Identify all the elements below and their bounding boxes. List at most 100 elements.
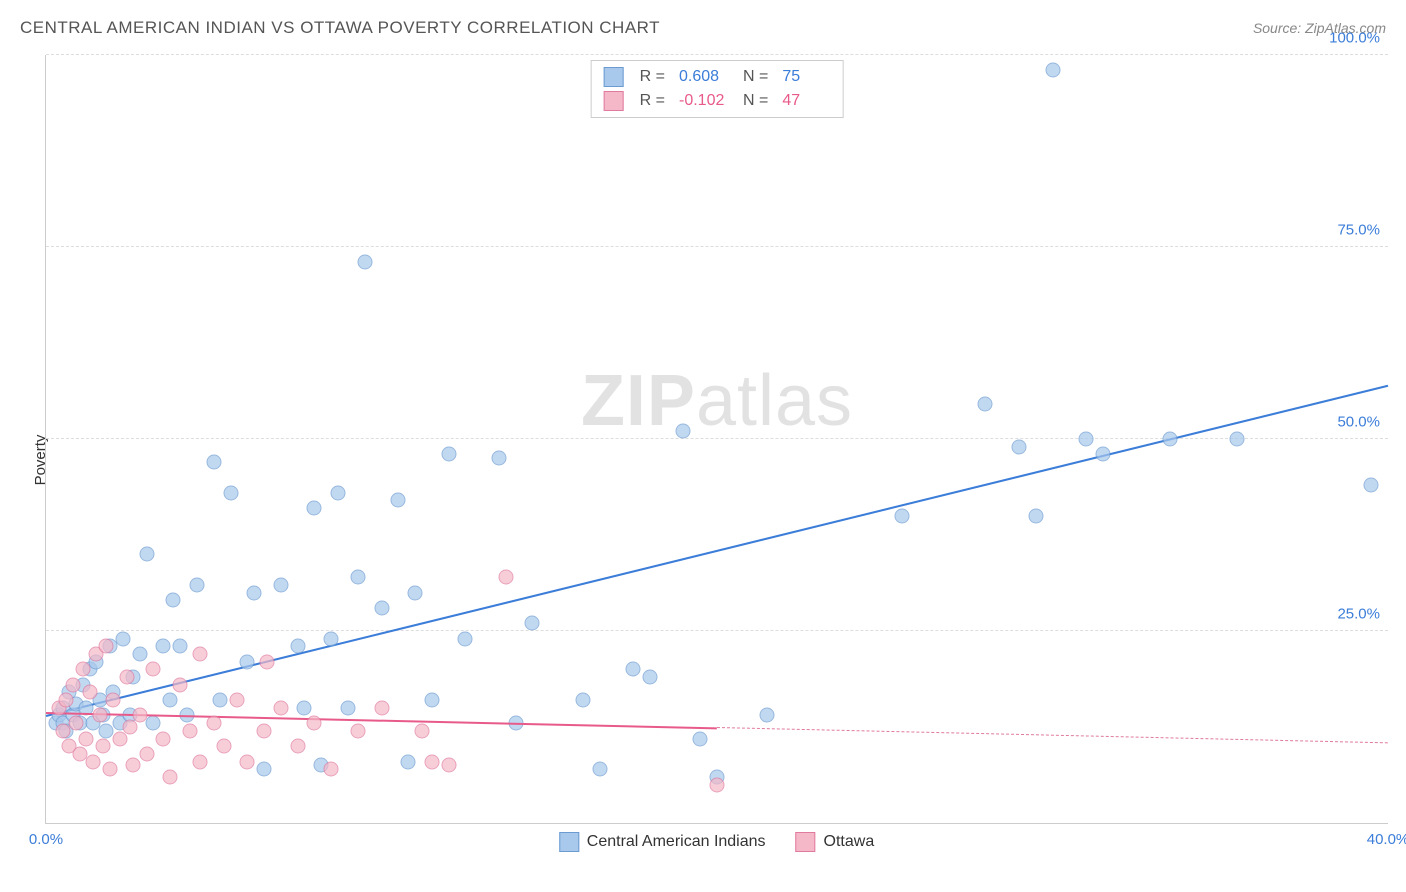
gridline — [46, 630, 1388, 631]
scatter-point — [1364, 478, 1379, 493]
scatter-point — [1045, 63, 1060, 78]
scatter-point — [290, 639, 305, 654]
scatter-point — [216, 739, 231, 754]
legend-correlation-row: R =-0.102N =47 — [604, 89, 831, 113]
scatter-point — [79, 731, 94, 746]
scatter-point — [240, 754, 255, 769]
scatter-point — [65, 677, 80, 692]
scatter-point — [119, 670, 134, 685]
scatter-point — [213, 693, 228, 708]
scatter-point — [1011, 439, 1026, 454]
scatter-point — [1162, 432, 1177, 447]
scatter-point — [626, 662, 641, 677]
scatter-point — [156, 639, 171, 654]
trend-line-dashed — [717, 727, 1388, 743]
legend-n-label: N = — [743, 92, 768, 110]
scatter-point — [391, 493, 406, 508]
legend-correlation: R =0.608N =75R =-0.102N =47 — [591, 60, 844, 118]
scatter-point — [340, 700, 355, 715]
scatter-point — [163, 769, 178, 784]
scatter-point — [99, 639, 114, 654]
scatter-point — [1028, 508, 1043, 523]
scatter-point — [441, 447, 456, 462]
legend-series: Central American Indians Ottawa — [559, 832, 874, 852]
scatter-point — [146, 716, 161, 731]
legend-r-label: R = — [640, 68, 665, 86]
scatter-point — [760, 708, 775, 723]
y-tick-label: 75.0% — [1337, 222, 1380, 239]
y-tick-label: 50.0% — [1337, 414, 1380, 431]
scatter-point — [642, 670, 657, 685]
legend-r-value: -0.102 — [679, 92, 727, 110]
scatter-point — [106, 693, 121, 708]
scatter-point — [273, 700, 288, 715]
y-tick-label: 100.0% — [1329, 30, 1380, 47]
scatter-point — [297, 700, 312, 715]
scatter-point — [166, 593, 181, 608]
scatter-point — [260, 654, 275, 669]
scatter-point — [85, 754, 100, 769]
scatter-point — [273, 577, 288, 592]
scatter-point — [307, 501, 322, 516]
scatter-point — [491, 451, 506, 466]
scatter-point — [173, 677, 188, 692]
legend-correlation-row: R =0.608N =75 — [604, 65, 831, 89]
scatter-point — [408, 585, 423, 600]
scatter-point — [401, 754, 416, 769]
x-tick-label: 40.0% — [1367, 831, 1406, 848]
scatter-point — [1230, 432, 1245, 447]
scatter-point — [230, 693, 245, 708]
scatter-point — [324, 762, 339, 777]
scatter-point — [146, 662, 161, 677]
scatter-point — [710, 777, 725, 792]
plot-area: ZIPatlas R =0.608N =75R =-0.102N =47 25.… — [45, 55, 1388, 824]
gridline — [46, 54, 1388, 55]
scatter-point — [223, 485, 238, 500]
scatter-point — [676, 424, 691, 439]
scatter-point — [102, 762, 117, 777]
scatter-point — [324, 631, 339, 646]
y-tick-label: 25.0% — [1337, 606, 1380, 623]
scatter-point — [116, 631, 131, 646]
scatter-point — [330, 485, 345, 500]
scatter-point — [290, 739, 305, 754]
scatter-point — [693, 731, 708, 746]
legend-swatch — [604, 91, 624, 111]
scatter-point — [92, 708, 107, 723]
scatter-point — [374, 600, 389, 615]
scatter-point — [173, 639, 188, 654]
scatter-point — [351, 723, 366, 738]
scatter-point — [307, 716, 322, 731]
scatter-point — [592, 762, 607, 777]
scatter-point — [55, 723, 70, 738]
legend-series-item: Ottawa — [796, 832, 875, 852]
scatter-point — [424, 693, 439, 708]
scatter-point — [206, 455, 221, 470]
scatter-point — [139, 746, 154, 761]
scatter-point — [414, 723, 429, 738]
legend-n-label: N = — [743, 68, 768, 86]
scatter-point — [575, 693, 590, 708]
scatter-point — [525, 616, 540, 631]
scatter-point — [240, 654, 255, 669]
scatter-point — [357, 255, 372, 270]
scatter-point — [75, 662, 90, 677]
gridline — [46, 246, 1388, 247]
scatter-point — [894, 508, 909, 523]
scatter-point — [193, 647, 208, 662]
scatter-point — [978, 397, 993, 412]
legend-series-label: Central American Indians — [587, 833, 766, 851]
scatter-point — [126, 758, 141, 773]
scatter-point — [351, 570, 366, 585]
legend-swatch — [559, 832, 579, 852]
scatter-point — [424, 754, 439, 769]
scatter-point — [247, 585, 262, 600]
scatter-point — [96, 739, 111, 754]
scatter-point — [69, 716, 84, 731]
scatter-point — [139, 547, 154, 562]
legend-series-label: Ottawa — [824, 833, 875, 851]
scatter-point — [458, 631, 473, 646]
scatter-point — [82, 685, 97, 700]
scatter-point — [132, 647, 147, 662]
scatter-point — [257, 723, 272, 738]
